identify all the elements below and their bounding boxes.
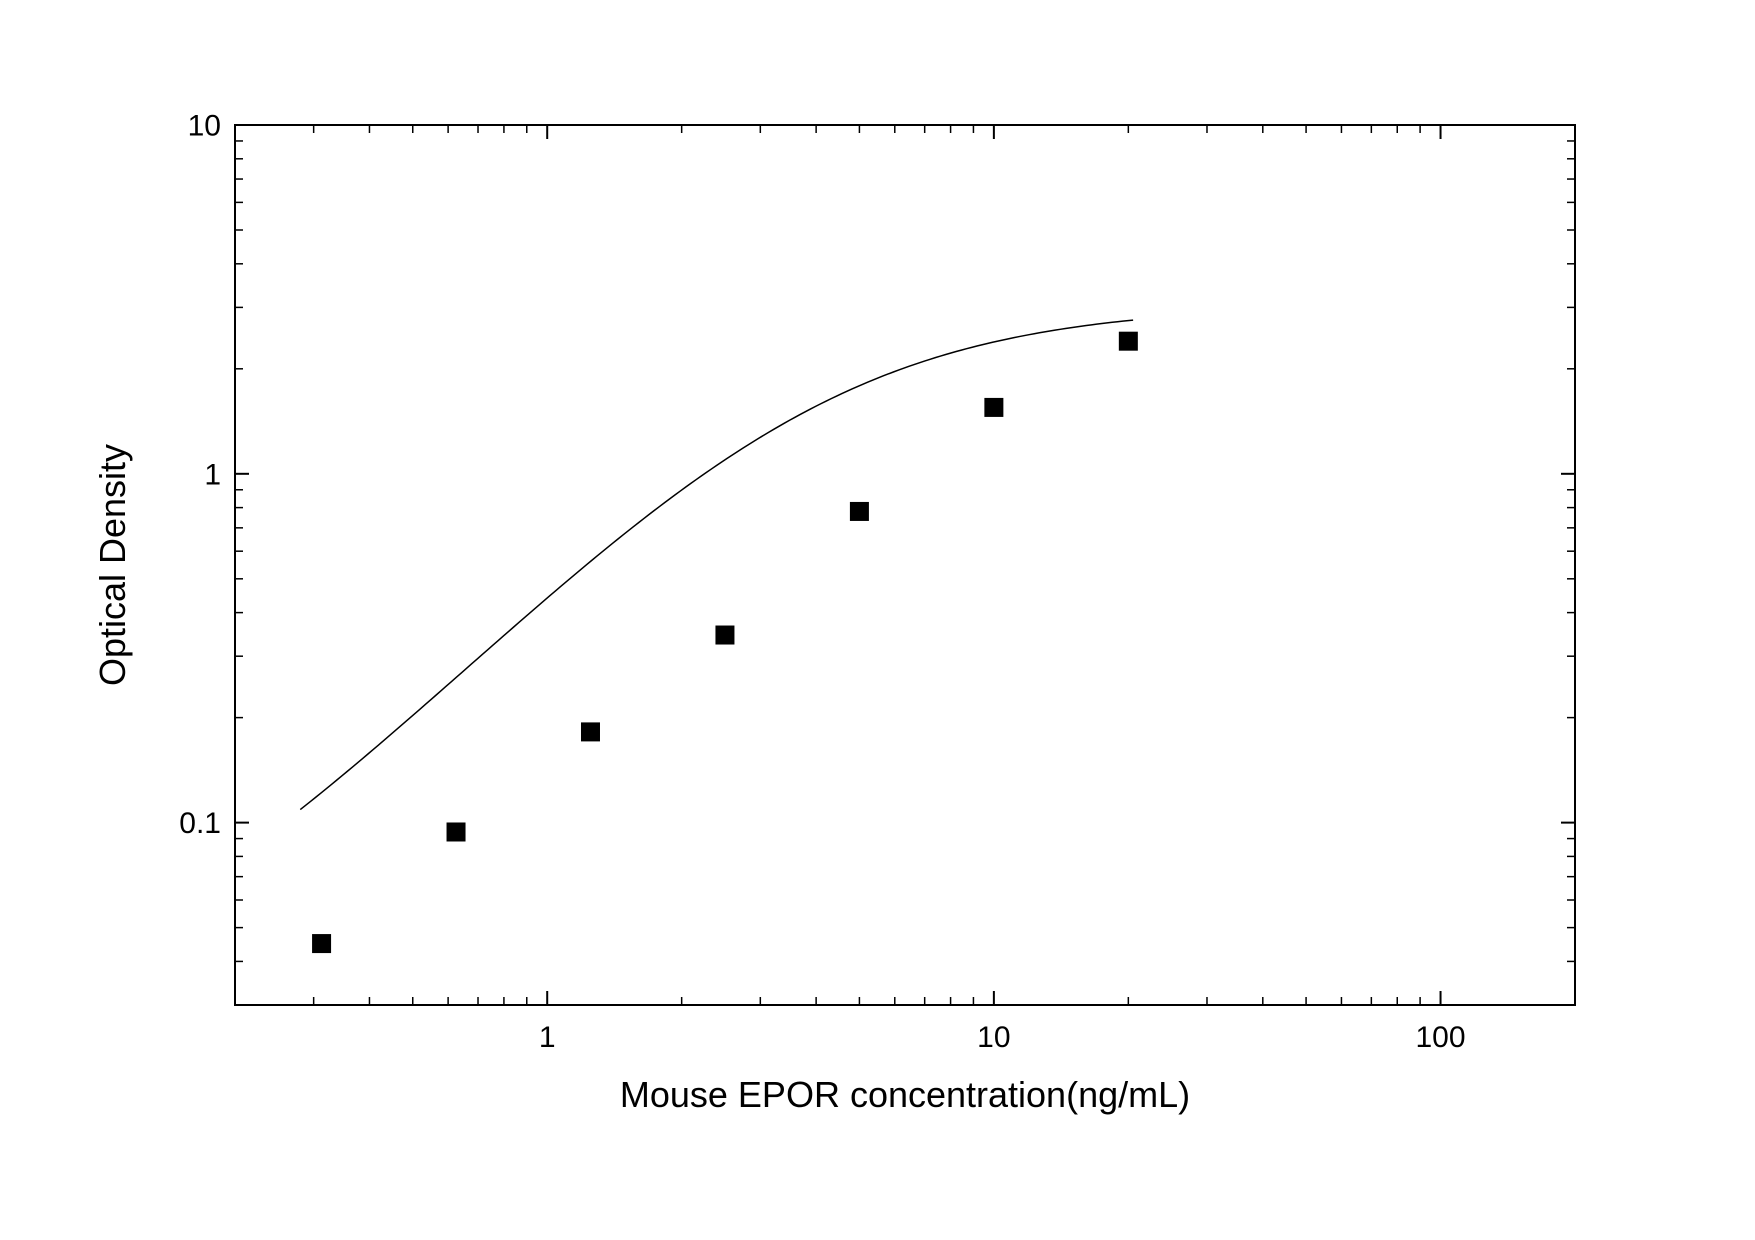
data-marker (447, 823, 465, 841)
data-marker (581, 723, 599, 741)
y-tick-label: 10 (188, 110, 221, 143)
chart-container: 1 10 100 0.1 1 10 Mouse EPOR concentration(ng/… (0, 0, 1755, 1240)
chart-svg: 1 10 100 0.1 1 10 Mouse EPOR concentration(ng/… (0, 0, 1755, 1240)
y-axis-label: Optical Density (92, 444, 133, 686)
data-marker (985, 398, 1003, 416)
data-marker (1119, 332, 1137, 350)
data-marker (716, 626, 734, 644)
x-axis-label: Mouse EPOR concentration(ng/mL) (620, 1074, 1190, 1115)
data-marker (313, 935, 331, 953)
x-tick-label: 10 (977, 1021, 1010, 1054)
data-marker (850, 502, 868, 520)
x-tick-label: 100 (1416, 1021, 1466, 1054)
x-tick-label: 1 (539, 1021, 556, 1054)
y-tick-label: 1 (204, 458, 221, 491)
y-tick-label: 0.1 (179, 807, 221, 840)
